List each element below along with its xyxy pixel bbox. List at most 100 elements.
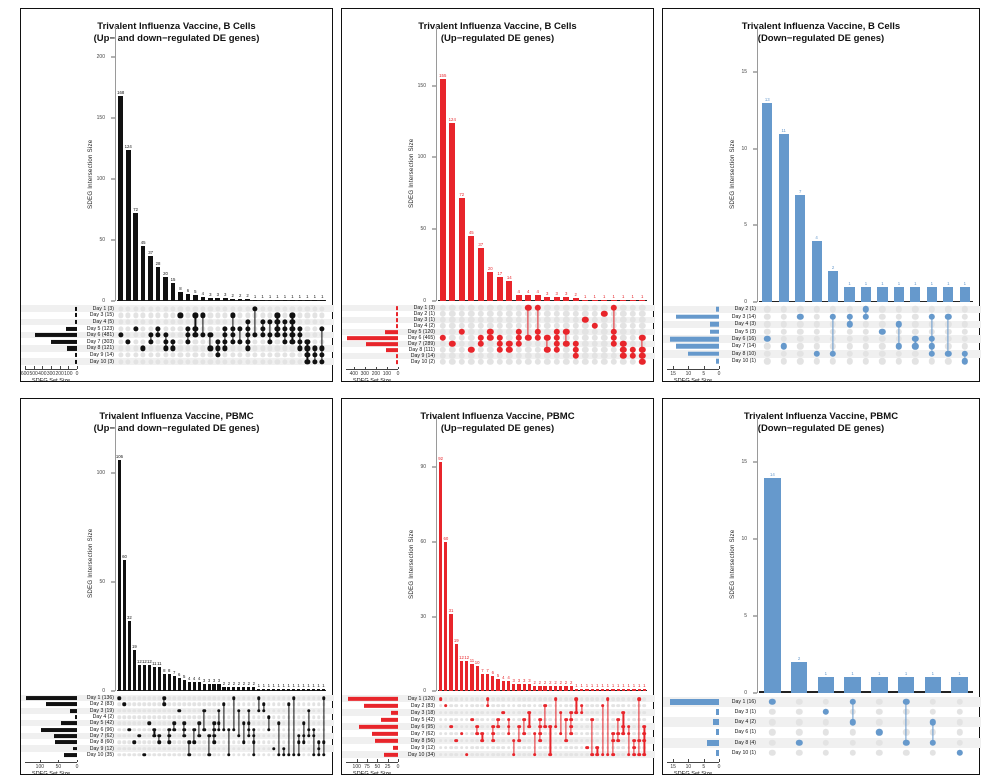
matrix-filled-dot [480, 738, 485, 743]
panel-title-pbmc-all: Trivalent Influenza Vaccine, PBMC (Up− an… [21, 411, 332, 435]
matrix-filled-dot [538, 738, 542, 743]
intersection-bar-value: 2 [570, 680, 573, 686]
matrix-empty-dot [846, 335, 853, 343]
matrix-empty-dot [177, 746, 181, 751]
matrix-empty-dot [475, 710, 480, 715]
intersection-bar-value: 60 [443, 535, 449, 541]
matrix-empty-dot [122, 715, 127, 719]
matrix-empty-dot [572, 334, 579, 342]
intersection-bar-value: 2 [231, 292, 234, 298]
set-label: Day 3 (1) [413, 317, 435, 323]
matrix-empty-dot [582, 328, 589, 336]
matrix-empty-dot [152, 746, 157, 751]
matrix-empty-dot [564, 703, 568, 708]
matrix-empty-dot [242, 746, 246, 751]
matrix-empty-dot [862, 335, 870, 343]
matrix-filled-dot [515, 328, 522, 336]
intersection-bar [312, 688, 316, 691]
matrix-empty-dot [496, 310, 503, 318]
matrix-filled-dot [769, 698, 776, 705]
matrix-empty-dot [477, 352, 484, 360]
intersection-bar-value: 32 [127, 615, 132, 621]
matrix-filled-dot [286, 702, 291, 707]
set-tick-mark [375, 366, 377, 369]
matrix-filled-dot [496, 717, 500, 722]
matrix-empty-dot [267, 746, 271, 751]
matrix-empty-dot [177, 339, 184, 345]
matrix-empty-dot [296, 709, 301, 713]
y-tick-mark [432, 85, 436, 87]
matrix-empty-dot [582, 346, 589, 354]
intersection-bar [553, 686, 558, 692]
set-tick-label: 100 [382, 371, 392, 377]
matrix-empty-dot [487, 322, 494, 330]
matrix-filled-dot [611, 738, 615, 743]
y-tick-label: 100 [96, 176, 105, 183]
matrix-filled-dot [155, 325, 161, 332]
matrix-filled-dot [222, 727, 226, 732]
matrix-connector [233, 698, 235, 730]
matrix-empty-dot [626, 717, 631, 722]
intersection-bar [620, 299, 627, 301]
intersection-bar [877, 286, 888, 302]
intersection-bar [172, 675, 176, 691]
matrix-empty-dot [272, 709, 276, 713]
set-tick-mark [673, 759, 675, 762]
intersection-bar [790, 661, 808, 693]
intersection-bar [237, 686, 241, 691]
matrix-connector [254, 308, 256, 336]
matrix-empty-dot [276, 696, 281, 700]
set-label: Day 4 (2) [413, 323, 435, 329]
y-axis-line [436, 415, 437, 692]
set-size-bar [75, 359, 77, 364]
matrix-empty-dot [449, 316, 456, 324]
matrix-empty-dot [312, 339, 318, 345]
set-label: Day 3 (1) [734, 708, 756, 715]
matrix-empty-dot [582, 304, 589, 312]
intersection-bar-value: 1 [637, 682, 641, 688]
matrix-empty-dot [912, 313, 919, 321]
matrix-empty-dot [496, 752, 500, 757]
matrix-empty-dot [172, 715, 176, 719]
intersection-bar [297, 300, 303, 302]
intersection-bar [307, 688, 311, 691]
intersection-bar [601, 299, 608, 301]
intersection-bar [237, 298, 243, 302]
set-size-bar [396, 354, 398, 358]
matrix-empty-dot [620, 304, 627, 312]
y-tick-mark [753, 71, 757, 73]
matrix-empty-dot [558, 703, 563, 708]
intersection-bars: 106 60 32 19 12 12 12 11 11 8 8 7 6 5 4 4 4 3 3 3 3 2 2 2 2 2 2 2 1 1… [116, 447, 326, 691]
matrix-empty-dot [538, 697, 542, 701]
matrix-empty-dot [245, 352, 251, 358]
matrix-empty-dot [468, 328, 475, 336]
set-tick-label: 15 [670, 763, 676, 770]
matrix-empty-dot [764, 350, 771, 358]
matrix-empty-dot [257, 727, 261, 732]
matrix-filled-dot [177, 312, 184, 318]
matrix-filled-dot [553, 340, 560, 348]
matrix-empty-dot [487, 340, 494, 348]
matrix-empty-dot [267, 352, 273, 358]
intersection-bar-value: 3 [517, 677, 521, 683]
matrix-empty-dot [515, 346, 522, 354]
set-tick-mark [703, 759, 705, 762]
matrix-filled-dot [282, 325, 288, 332]
intersection-bar-value: 1 [897, 280, 901, 286]
intersection-bar [591, 299, 598, 301]
matrix-filled-dot [162, 696, 166, 700]
matrix-empty-dot [764, 306, 771, 313]
matrix-empty-dot [187, 709, 191, 713]
matrix-empty-dot [491, 717, 495, 722]
matrix-filled-dot [895, 343, 903, 350]
matrix-filled-dot [544, 346, 551, 354]
matrix-empty-dot [846, 350, 853, 358]
matrix-empty-dot [582, 358, 589, 366]
matrix-empty-dot [496, 358, 503, 366]
matrix-filled-dot [306, 734, 311, 738]
matrix-empty-dot [558, 697, 563, 701]
matrix-empty-dot [515, 352, 522, 360]
matrix-connector [914, 339, 916, 347]
matrix-empty-dot [639, 316, 646, 324]
intersection-bar-value: 1 [313, 294, 316, 300]
